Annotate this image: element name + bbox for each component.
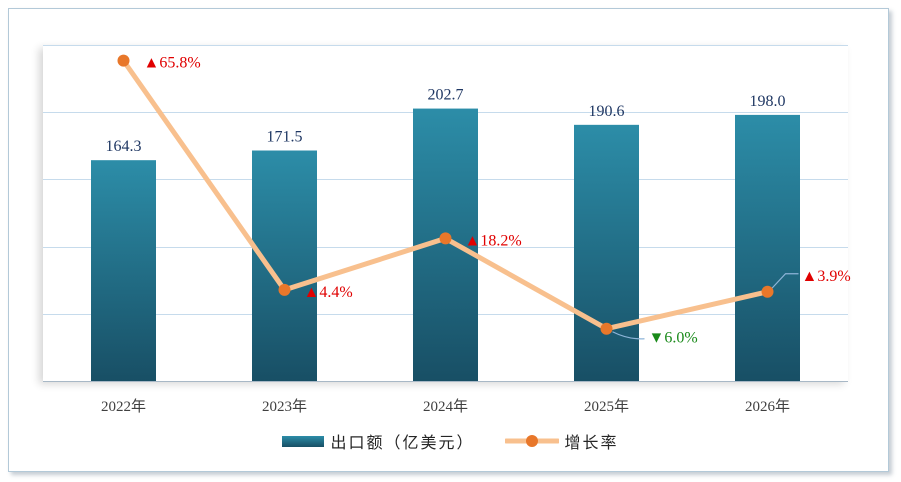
growth-rate-marker-1 <box>117 54 130 67</box>
leader-line <box>771 273 799 290</box>
export-bar-1 <box>91 160 156 381</box>
x-tick-label-2: 2023年 <box>262 398 307 415</box>
x-tick-label-1: 2022年 <box>101 398 146 415</box>
growth-rate-labels: ▲65.8% ▲4.4% ▲18.2% ▼6.0% ▲3.9% <box>144 55 851 347</box>
growth-rate-label-5: ▲3.9% <box>802 268 851 285</box>
legend: 出口额（亿美元） 增长率 <box>0 430 901 452</box>
export-value-label-3: 202.7 <box>428 87 464 104</box>
growth-rate-label-2: ▲4.4% <box>304 284 353 301</box>
growth-rate-marker-5 <box>761 285 774 298</box>
growth-label-leaders <box>612 273 799 340</box>
legend-bar-swatch <box>282 435 325 447</box>
export-value-label-5: 198.0 <box>750 93 786 110</box>
x-tick-labels: 2022年 2023年 2024年 2025年 2026年 <box>101 398 790 415</box>
legend-line-swatch <box>504 435 559 447</box>
export-value-label-1: 164.3 <box>106 138 142 155</box>
x-tick-label-5: 2026年 <box>745 398 790 415</box>
export-value-labels: 164.3 171.5 202.7 190.6 198.0 <box>106 87 786 156</box>
export-bar-5 <box>735 114 800 381</box>
export-value-label-4: 190.6 <box>589 103 625 120</box>
growth-rate-label-3: ▲18.2% <box>465 232 522 249</box>
x-tick-label-4: 2025年 <box>584 398 629 415</box>
growth-rate-marker-2 <box>278 283 291 296</box>
export-bar-2 <box>252 150 317 381</box>
legend-label-export-value: 出口额（亿美元） <box>330 433 475 452</box>
growth-rate-markers <box>117 54 774 335</box>
legend-item-growth-rate: 增长率 <box>504 429 619 453</box>
growth-rate-label-4: ▼6.0% <box>649 330 698 347</box>
export-value-label-2: 171.5 <box>267 129 303 146</box>
leader-line <box>612 331 645 340</box>
growth-rate-label-1: ▲65.8% <box>144 55 201 72</box>
x-tick-label-3: 2024年 <box>423 398 468 415</box>
growth-rate-marker-3 <box>439 232 452 245</box>
export-bars <box>91 108 800 381</box>
growth-rate-marker-4 <box>600 322 613 335</box>
export-bar-4 <box>574 124 639 381</box>
legend-item-export-value: 出口额（亿美元） <box>282 429 474 453</box>
legend-label-growth-rate: 增长率 <box>564 433 619 452</box>
